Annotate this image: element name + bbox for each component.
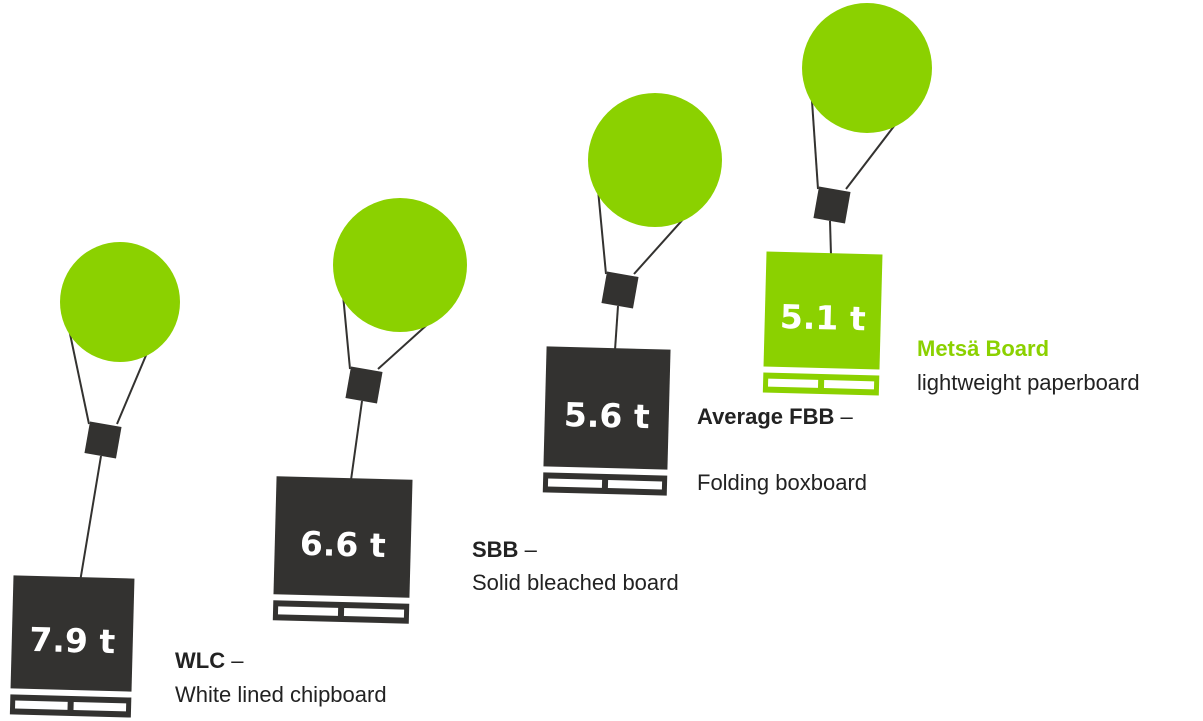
base-slot: [277, 606, 339, 616]
rope: [68, 328, 90, 425]
item-name: Average FBB: [697, 404, 834, 429]
base-slot: [823, 380, 875, 390]
box: [273, 476, 413, 598]
box: [763, 251, 883, 370]
balloons: 7.9 t 6.6 t 5.6 t 5.1 t: [9, 3, 932, 718]
box: [10, 575, 135, 692]
separator: –: [231, 648, 244, 673]
caption-description: Folding boxboard: [697, 470, 867, 495]
balloon: 6.6 t: [272, 198, 467, 624]
weight-box: 5.1 t: [762, 251, 883, 396]
balloon: 7.9 t: [9, 242, 180, 718]
balloon: 5.1 t: [762, 3, 932, 396]
caption-name: Metsä Board: [917, 336, 1049, 361]
basket: [84, 421, 122, 459]
rope: [377, 321, 431, 370]
rope: [79, 455, 102, 580]
base: [542, 472, 668, 496]
caption-name: SBB –: [472, 537, 538, 562]
rope: [350, 400, 363, 481]
rope: [116, 352, 148, 425]
separator: –: [840, 404, 853, 429]
separator: –: [525, 537, 538, 562]
rope: [597, 190, 607, 275]
base: [272, 600, 410, 624]
box-label: 7.9 t: [29, 620, 116, 661]
base-slot: [547, 478, 603, 488]
basket: [813, 186, 851, 224]
base-slot: [343, 608, 405, 618]
base-slot: [15, 700, 68, 710]
caption-description: White lined chipboard: [175, 682, 387, 707]
balloon: 5.6 t: [542, 93, 722, 496]
caption-description: Solid bleached board: [472, 570, 679, 595]
rope: [810, 97, 819, 190]
balloon-envelope: [802, 3, 932, 133]
weight-box: 7.9 t: [9, 575, 135, 718]
basket: [601, 271, 639, 309]
balloon-envelope: [588, 93, 722, 227]
rope: [614, 305, 619, 351]
item-name: WLC: [175, 648, 225, 673]
balloon-envelope: [333, 198, 467, 332]
base: [9, 694, 132, 718]
rope: [342, 295, 351, 370]
base: [762, 372, 880, 396]
base-slot: [73, 702, 127, 712]
base-slot: [767, 378, 819, 388]
rope: [829, 220, 832, 256]
basket: [345, 366, 383, 404]
base-slot: [607, 480, 663, 490]
box-label: 5.1 t: [779, 297, 866, 338]
weight-box: 6.6 t: [272, 476, 413, 624]
rope: [633, 216, 686, 275]
caption-name: WLC –: [175, 648, 244, 673]
balloon-envelope: [60, 242, 180, 362]
box: [543, 346, 671, 470]
box-label: 5.6 t: [563, 395, 650, 436]
caption-description: lightweight paperboard: [917, 370, 1140, 395]
caption-name: Average FBB –: [697, 404, 853, 429]
box-label: 6.6 t: [299, 524, 386, 565]
weight-box: 5.6 t: [542, 346, 671, 496]
rope: [845, 122, 898, 190]
item-name: SBB: [472, 537, 518, 562]
